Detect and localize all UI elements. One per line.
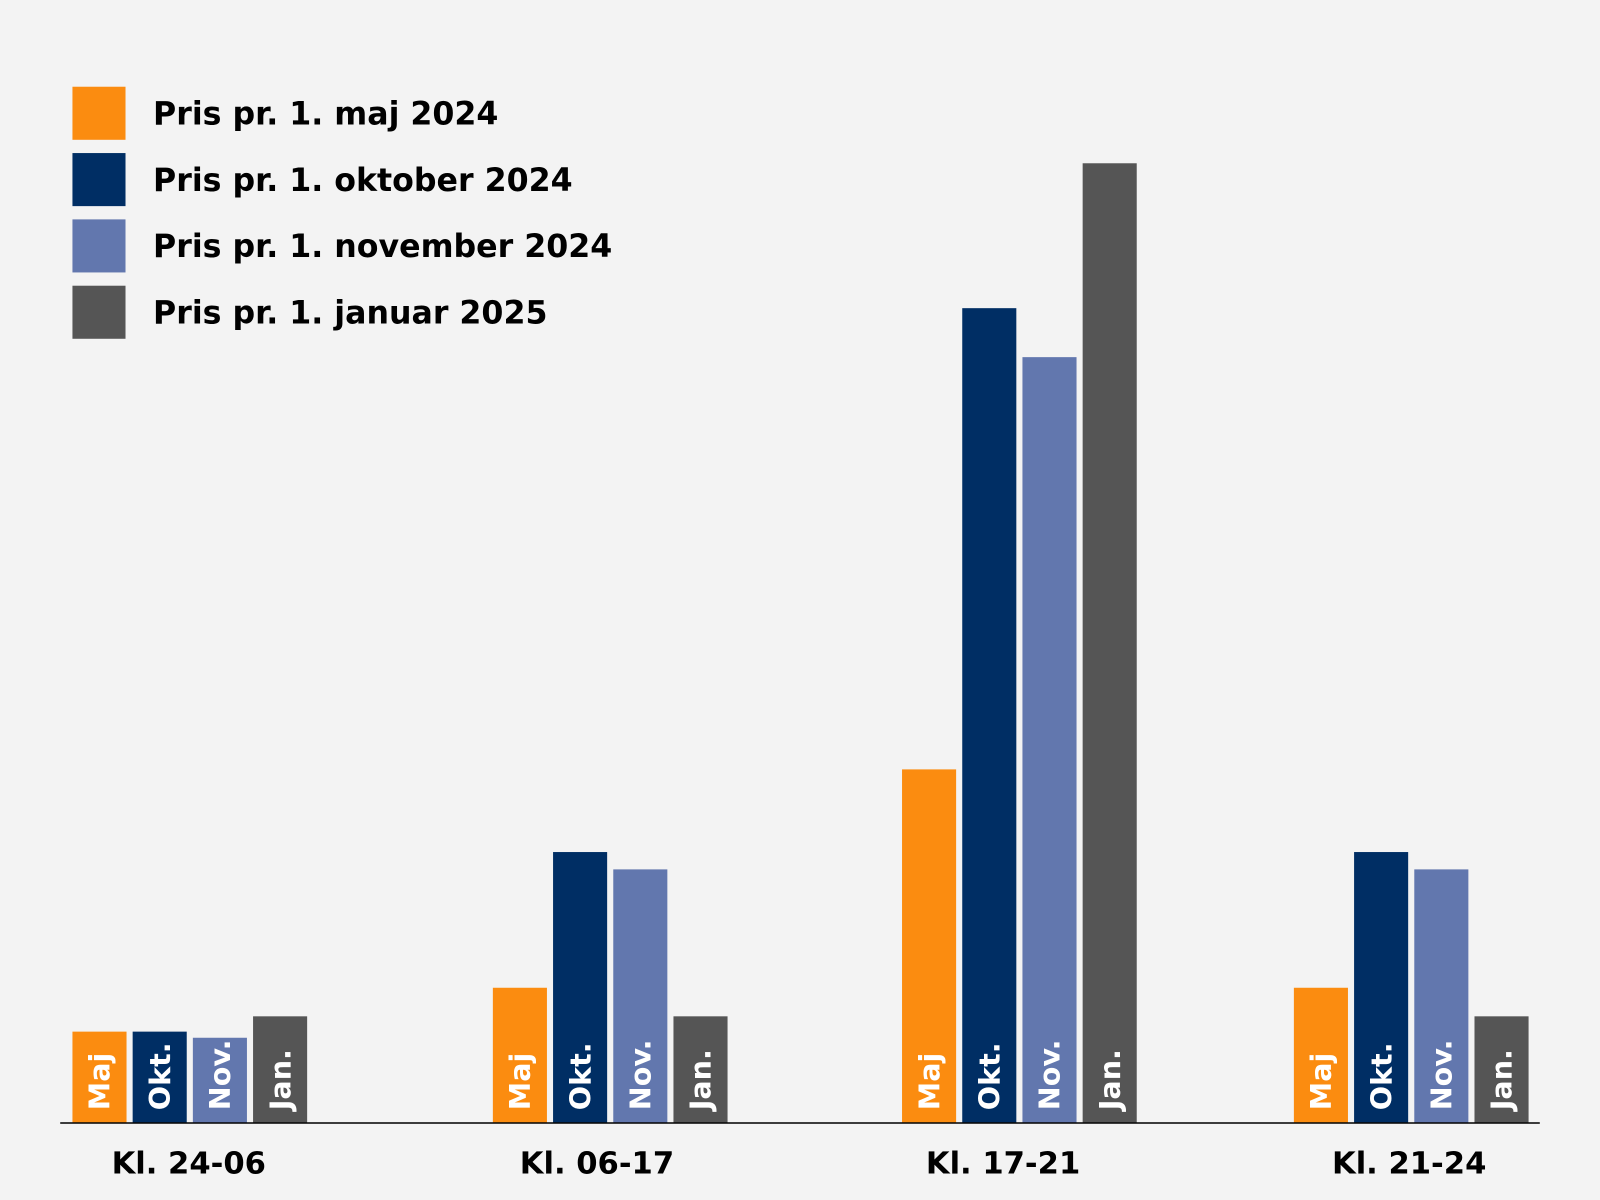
bar	[253, 1016, 308, 1123]
bar-label: Nov.	[1425, 1040, 1459, 1111]
bar	[613, 869, 668, 1123]
bar-label: Jan.	[1485, 1049, 1519, 1112]
bar	[192, 1037, 247, 1123]
legend-label: Pris pr. 1. november 2024	[153, 229, 612, 265]
bar	[902, 769, 957, 1123]
bar	[962, 308, 1017, 1123]
bar-label: Okt.	[972, 1042, 1006, 1110]
legend-label: Pris pr. 1. januar 2025	[153, 295, 547, 331]
x-tick-label: Kl. 24-06	[112, 1146, 266, 1181]
x-tick-label: Kl. 06-17	[520, 1146, 674, 1181]
bar-label: Maj	[503, 1053, 537, 1111]
legend-swatch	[72, 153, 126, 207]
bars: Maj Okt. Nov. Jan. Maj Okt. Nov. Jan. Maj Okt. Nov…	[72, 163, 1529, 1123]
bar	[72, 1031, 127, 1123]
bar	[1022, 357, 1077, 1123]
bar	[492, 987, 547, 1123]
bar	[1293, 987, 1348, 1123]
legend-swatch	[72, 219, 126, 273]
legend-label: Pris pr. 1. maj 2024	[153, 96, 498, 132]
bar-label: Okt.	[143, 1042, 177, 1110]
bar	[553, 852, 608, 1123]
bar-label: Jan.	[1093, 1049, 1127, 1112]
x-tick-label: Kl. 17-21	[926, 1146, 1080, 1181]
bar-label: Jan.	[684, 1049, 718, 1112]
bar-label: Nov.	[624, 1040, 658, 1111]
bar-label: Okt.	[1364, 1042, 1398, 1110]
bar	[673, 1016, 728, 1123]
bar	[132, 1031, 187, 1123]
legend-swatch	[72, 86, 126, 140]
bar-label: Maj	[83, 1053, 117, 1111]
bar-label: Nov.	[203, 1040, 237, 1111]
bar-label: Jan.	[263, 1049, 297, 1112]
legend-label: Pris pr. 1. oktober 2024	[153, 163, 573, 199]
bar	[1082, 163, 1137, 1123]
legend: Pris pr. 1. maj 2024 Pris pr. 1. oktober …	[72, 86, 612, 339]
bar	[1414, 869, 1469, 1123]
bar-label: Maj	[1304, 1053, 1338, 1111]
bar-label: Okt.	[563, 1042, 597, 1110]
bar-label: Maj	[912, 1053, 946, 1111]
bar	[1474, 1016, 1529, 1123]
category-labels: Kl. 24-06 Kl. 06-17 Kl. 17-21 Kl. 21-24	[112, 1146, 1487, 1181]
x-tick-label: Kl. 21-24	[1332, 1146, 1486, 1181]
bar	[1354, 852, 1409, 1123]
legend-swatch	[72, 285, 126, 339]
bar-label: Nov.	[1033, 1040, 1067, 1111]
